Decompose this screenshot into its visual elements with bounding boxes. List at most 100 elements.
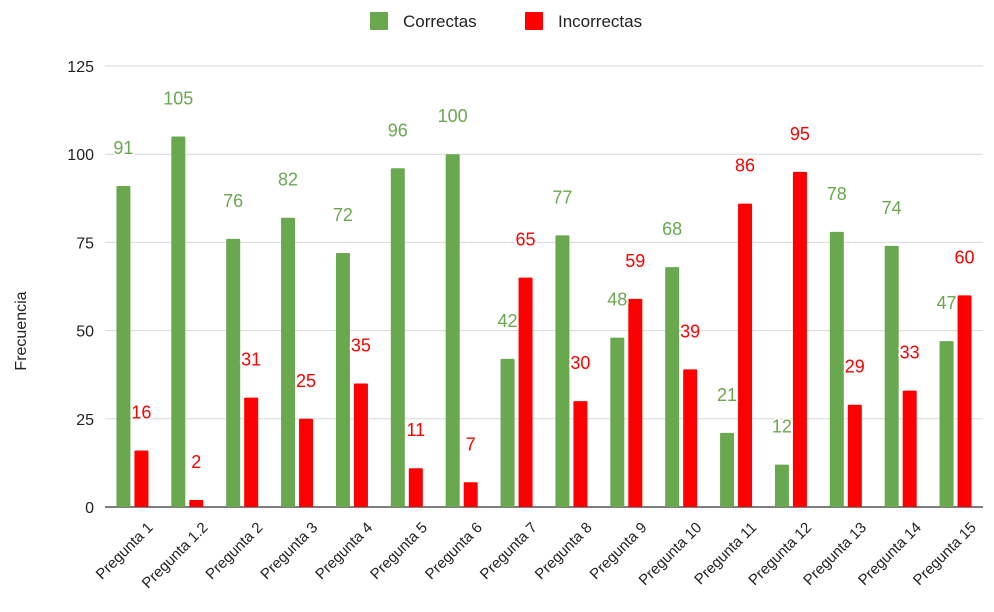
bar-incorrectas <box>353 383 368 507</box>
data-label-correctas: 96 <box>388 120 408 140</box>
data-label-incorrectas: 16 <box>131 403 151 423</box>
data-label-correctas: 100 <box>438 106 468 126</box>
data-label-correctas: 48 <box>607 290 627 310</box>
data-label-halo: 105 <box>163 89 193 109</box>
data-label-halo: 100 <box>438 106 468 126</box>
legend-swatch-incorrectas <box>525 12 543 30</box>
data-label-halo: 12 <box>772 417 792 437</box>
data-label-incorrectas: 11 <box>406 420 425 440</box>
bar-incorrectas <box>957 295 972 507</box>
data-label-halo: 11 <box>406 420 425 440</box>
data-label-halo: 82 <box>278 170 298 190</box>
data-label-incorrectas: 60 <box>955 247 975 267</box>
bar-incorrectas <box>189 499 204 507</box>
bar-correctas <box>829 231 844 508</box>
legend-label-correctas: Correctas <box>403 12 477 31</box>
data-label-incorrectas: 39 <box>680 321 700 341</box>
bar-incorrectas <box>738 203 753 508</box>
bar-incorrectas <box>134 450 149 507</box>
x-tick-label: Pregunta 4 <box>312 519 376 583</box>
x-tick-label: Pregunta 7 <box>477 519 541 583</box>
data-label-incorrectas: 29 <box>845 357 865 377</box>
bar-correctas <box>500 358 515 507</box>
data-label-incorrectas: 86 <box>735 156 755 176</box>
data-label-halo: 68 <box>662 219 682 239</box>
data-label-halo: 47 <box>937 293 957 313</box>
x-tick-label: Pregunta 3 <box>257 519 321 583</box>
bar-incorrectas <box>463 482 478 507</box>
data-label-incorrectas: 95 <box>790 124 810 144</box>
data-label-correctas: 82 <box>278 170 298 190</box>
bar-incorrectas <box>683 369 698 507</box>
bar-incorrectas <box>792 171 807 507</box>
data-label-halo: 35 <box>351 336 371 356</box>
data-label-incorrectas: 7 <box>466 434 476 454</box>
bar-incorrectas <box>518 277 533 507</box>
data-label-correctas: 78 <box>827 184 847 204</box>
bar-correctas <box>774 464 789 507</box>
y-tick-label: 75 <box>76 235 94 252</box>
x-tick-label: Pregunta 2 <box>202 519 266 583</box>
data-label-halo: 2 <box>191 452 201 472</box>
x-tick-label: Pregunta 5 <box>367 519 431 583</box>
data-label-incorrectas: 59 <box>625 251 645 271</box>
bar-correctas <box>171 136 186 507</box>
data-label-correctas: 47 <box>937 293 957 313</box>
y-tick-label: 100 <box>67 147 94 164</box>
data-label-incorrectas: 33 <box>900 343 920 363</box>
data-label-incorrectas: 2 <box>191 452 201 472</box>
legend-label-incorrectas: Incorrectas <box>558 12 642 31</box>
data-label-halo: 48 <box>607 290 627 310</box>
data-label-halo: 29 <box>845 357 865 377</box>
x-tick-label: Pregunta 8 <box>532 519 596 583</box>
data-label-halo: 72 <box>333 205 353 225</box>
data-label-halo: 77 <box>552 187 572 207</box>
bars <box>116 136 972 508</box>
y-axis-label: Frecuencia <box>13 291 30 370</box>
y-tick-label: 0 <box>85 500 94 517</box>
data-label-incorrectas: 30 <box>570 353 590 373</box>
data-labels: 9191161610510522767631318282252572723535… <box>111 87 976 474</box>
bar-correctas <box>335 252 350 507</box>
data-label-halo: 76 <box>223 191 243 211</box>
data-label-correctas: 21 <box>717 385 737 405</box>
data-label-halo: 96 <box>388 120 408 140</box>
bar-correctas <box>939 341 954 507</box>
data-label-correctas: 12 <box>772 417 792 437</box>
data-label-incorrectas: 65 <box>516 230 536 250</box>
y-tick-label: 125 <box>67 59 94 76</box>
data-label-halo: 60 <box>955 247 975 267</box>
data-label-halo: 91 <box>113 138 133 158</box>
data-label-halo: 42 <box>498 311 518 331</box>
data-label-correctas: 42 <box>498 311 518 331</box>
data-label-halo: 86 <box>735 156 755 176</box>
bar-correctas <box>281 217 296 508</box>
data-label-halo: 30 <box>570 353 590 373</box>
data-label-halo: 33 <box>900 343 920 363</box>
data-label-halo: 65 <box>516 230 536 250</box>
data-label-halo: 95 <box>790 124 810 144</box>
y-axis-ticks: 0 25 50 75 100 125 <box>67 59 94 517</box>
bar-incorrectas <box>244 397 259 507</box>
data-label-incorrectas: 35 <box>351 336 371 356</box>
legend-swatch-correctas <box>370 12 388 30</box>
data-label-incorrectas: 31 <box>241 350 261 370</box>
bar-incorrectas <box>573 401 588 507</box>
bar-correctas <box>226 238 241 507</box>
bar-correctas <box>884 245 899 508</box>
data-label-correctas: 91 <box>113 138 133 158</box>
y-tick-label: 50 <box>76 324 94 341</box>
y-tick-label: 25 <box>76 412 94 429</box>
data-label-correctas: 76 <box>223 191 243 211</box>
data-label-halo: 16 <box>131 403 151 423</box>
data-label-correctas: 68 <box>662 219 682 239</box>
x-tick-label: Pregunta 6 <box>422 519 486 583</box>
data-label-correctas: 74 <box>882 198 902 218</box>
data-label-halo: 78 <box>827 184 847 204</box>
bar-incorrectas <box>299 418 314 507</box>
bar-incorrectas <box>847 404 862 507</box>
data-label-halo: 25 <box>296 371 316 391</box>
data-label-halo: 39 <box>680 321 700 341</box>
